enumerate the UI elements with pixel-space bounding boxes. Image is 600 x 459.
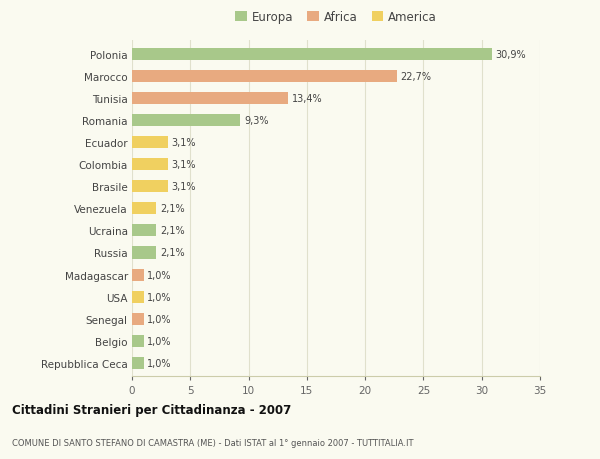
Text: 30,9%: 30,9%	[496, 50, 526, 60]
Text: 22,7%: 22,7%	[400, 72, 431, 82]
Bar	[132, 159, 168, 171]
Text: 1,0%: 1,0%	[147, 358, 172, 368]
Text: 3,1%: 3,1%	[172, 138, 196, 148]
Bar	[132, 49, 492, 61]
Text: Cittadini Stranieri per Cittadinanza - 2007: Cittadini Stranieri per Cittadinanza - 2…	[12, 403, 291, 416]
Bar	[132, 93, 288, 105]
Bar	[132, 225, 157, 237]
Text: 1,0%: 1,0%	[147, 292, 172, 302]
Text: 1,0%: 1,0%	[147, 336, 172, 346]
Bar	[132, 247, 157, 259]
Text: 3,1%: 3,1%	[172, 182, 196, 192]
Text: 2,1%: 2,1%	[160, 248, 185, 258]
Bar	[132, 203, 157, 215]
Text: 1,0%: 1,0%	[147, 314, 172, 324]
Bar	[132, 181, 168, 193]
Text: 13,4%: 13,4%	[292, 94, 322, 104]
Bar	[132, 357, 143, 369]
Bar	[132, 137, 168, 149]
Text: 2,1%: 2,1%	[160, 204, 185, 214]
Text: 9,3%: 9,3%	[244, 116, 268, 126]
Text: 2,1%: 2,1%	[160, 226, 185, 236]
Bar	[132, 313, 143, 325]
Text: COMUNE DI SANTO STEFANO DI CAMASTRA (ME) - Dati ISTAT al 1° gennaio 2007 - TUTTI: COMUNE DI SANTO STEFANO DI CAMASTRA (ME)…	[12, 438, 413, 447]
Text: 1,0%: 1,0%	[147, 270, 172, 280]
Text: 3,1%: 3,1%	[172, 160, 196, 170]
Bar	[132, 115, 241, 127]
Bar	[132, 71, 397, 83]
Bar	[132, 269, 143, 281]
Bar	[132, 291, 143, 303]
Bar	[132, 335, 143, 347]
Legend: Europa, Africa, America: Europa, Africa, America	[230, 6, 442, 29]
